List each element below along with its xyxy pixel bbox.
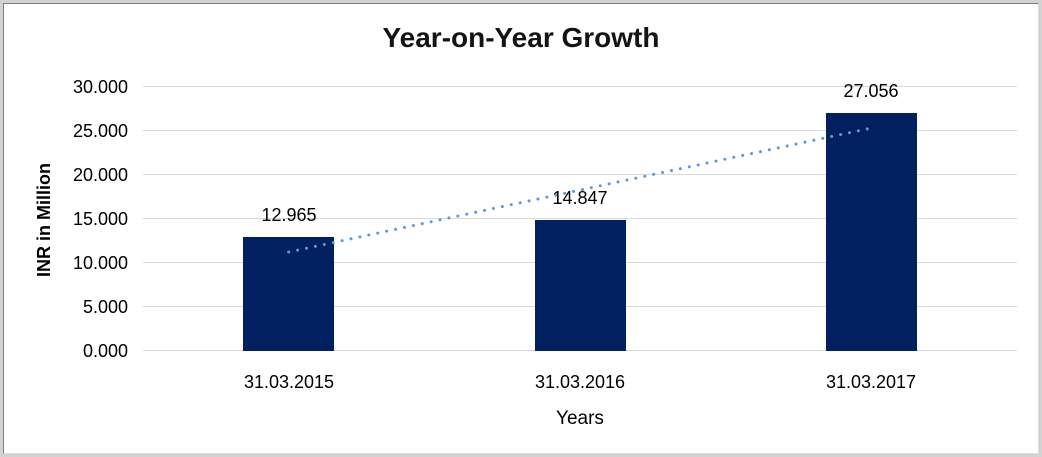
y-axis-title: INR in Million	[34, 163, 54, 277]
bar-data-label: 12.965	[261, 205, 317, 225]
bar-data-label: 14.847	[552, 188, 608, 208]
x-axis-tick-label: 31.03.2017	[825, 372, 917, 392]
bar-data-label: 27.056	[843, 81, 899, 101]
bar-31.03.2017	[826, 113, 917, 351]
gridline	[143, 86, 1017, 87]
y-axis-tick-label: 25.000	[72, 121, 128, 141]
gridline	[143, 130, 1017, 131]
x-axis-tick-label: 31.03.2016	[534, 372, 626, 392]
y-axis-tick-label: 15.000	[72, 209, 128, 229]
bar-31.03.2016	[535, 220, 626, 351]
y-axis-tick-label: 5.000	[82, 297, 128, 317]
x-axis-title: Years	[556, 408, 604, 429]
y-axis-tick-label: 30.000	[72, 77, 128, 97]
x-axis-tick-label: 31.03.2015	[243, 372, 335, 392]
gridline	[143, 174, 1017, 175]
gridline	[143, 218, 1017, 219]
y-axis-tick-label: 0.000	[82, 341, 128, 361]
y-axis-tick-label: 10.000	[72, 253, 128, 273]
bar-31.03.2015	[243, 237, 334, 351]
y-axis-tick-label: 20.000	[72, 165, 128, 185]
chart-title: Year-on-Year Growth	[382, 22, 660, 53]
